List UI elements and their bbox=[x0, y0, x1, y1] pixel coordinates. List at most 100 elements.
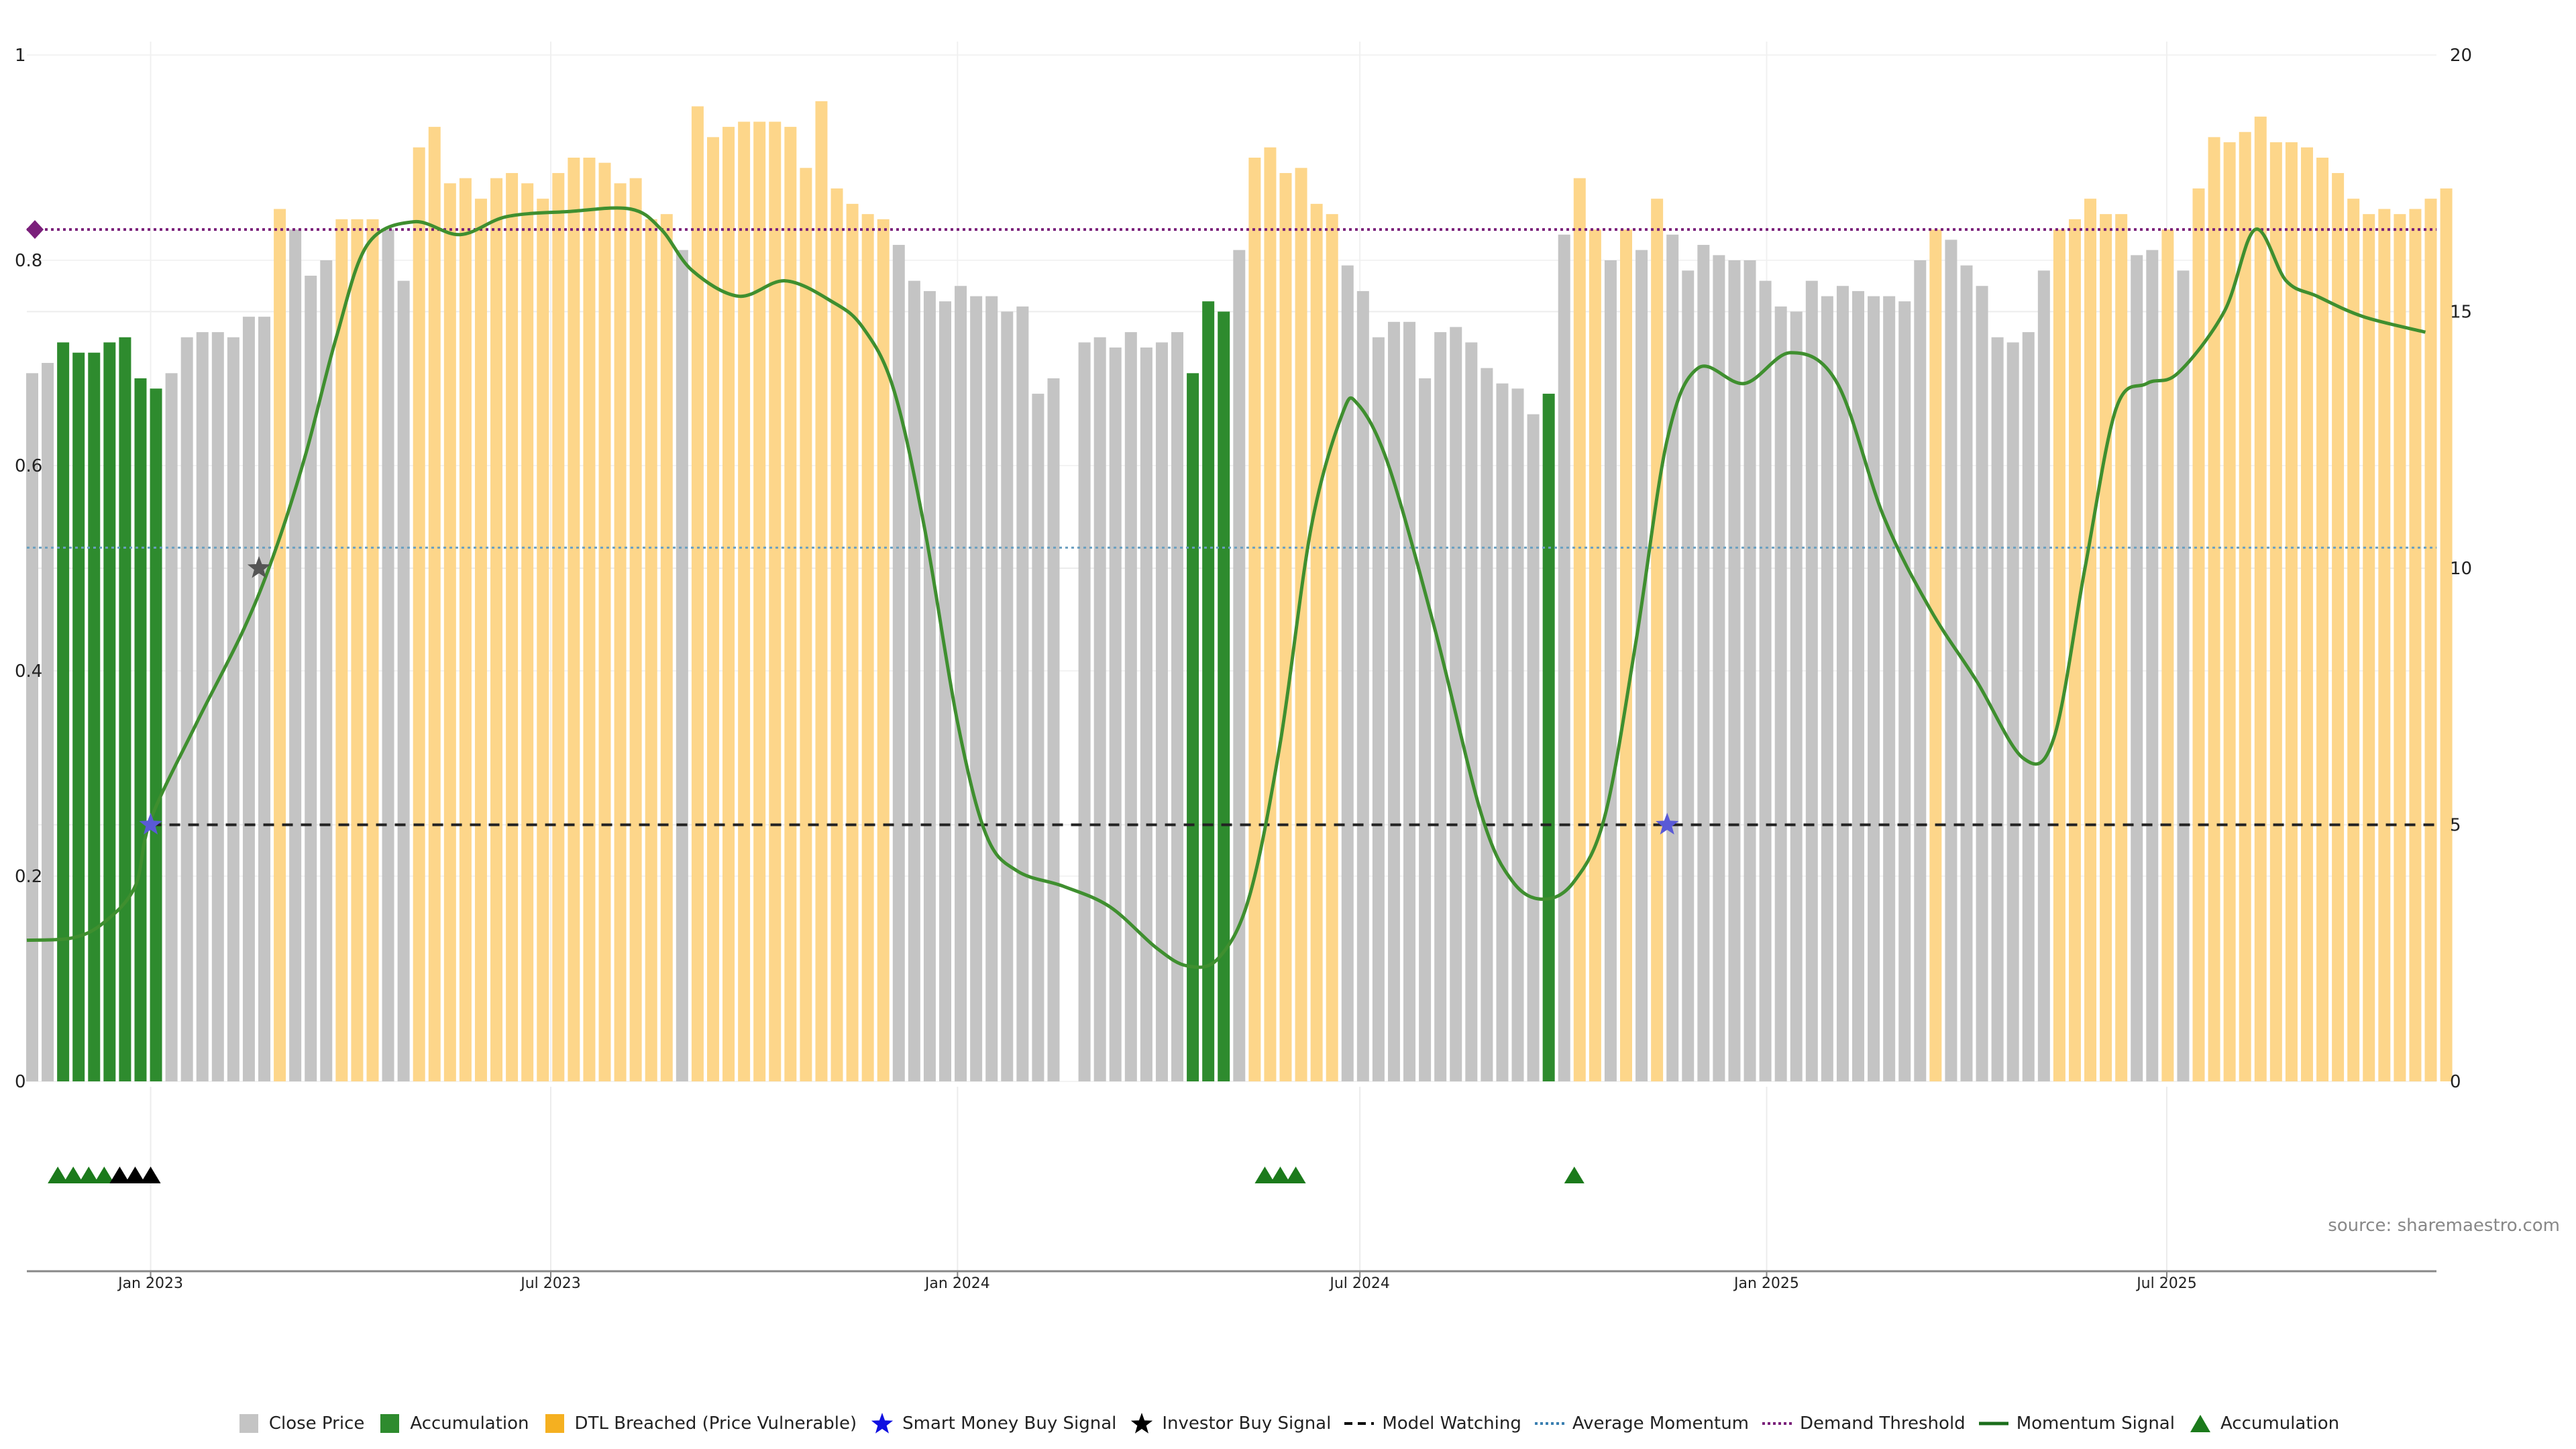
chart-legend: Close Price Accumulation DTL Breached (Pri… bbox=[0, 1411, 2576, 1436]
price-bar-dtl bbox=[830, 188, 843, 1081]
dotted-purple-line-icon bbox=[1762, 1422, 1792, 1425]
price-bar-dtl bbox=[335, 219, 348, 1081]
price-bar-dtl bbox=[506, 172, 519, 1082]
price-bar-close bbox=[1697, 245, 1710, 1081]
price-bar-dtl bbox=[490, 178, 503, 1082]
price-bar-dtl bbox=[2161, 229, 2174, 1082]
price-bar-close bbox=[1511, 388, 1524, 1081]
price-bar-dtl bbox=[1310, 203, 1323, 1082]
price-bar-dtl bbox=[443, 183, 456, 1081]
price-bar-dtl bbox=[753, 121, 766, 1082]
price-bar-close bbox=[1898, 301, 1911, 1082]
price-bar-close bbox=[939, 301, 952, 1082]
price-bar-close bbox=[382, 229, 394, 1082]
price-bar-dtl bbox=[2053, 229, 2065, 1082]
price-bar-dtl bbox=[645, 219, 657, 1081]
price-bar-close bbox=[1403, 321, 1416, 1081]
price-bar-close bbox=[1109, 347, 1122, 1081]
price-bar-close bbox=[1465, 342, 1478, 1081]
price-bar-dtl bbox=[706, 137, 719, 1081]
price-bar-dtl bbox=[2084, 199, 2097, 1082]
momentum-signal-line bbox=[26, 206, 2426, 969]
price-bar-dtl bbox=[1326, 214, 1338, 1081]
price-bar-accumulation bbox=[1202, 301, 1215, 1082]
price-bar-dtl bbox=[428, 127, 441, 1082]
price-bar-dtl bbox=[2192, 188, 2205, 1081]
left-axis-tick-label: 0.6 bbox=[15, 456, 42, 476]
left-axis-tick-label: 0.8 bbox=[15, 251, 42, 271]
right-axis-tick-label: 15 bbox=[2450, 303, 2472, 323]
price-bar-dtl bbox=[351, 219, 364, 1081]
price-bar-dtl bbox=[2115, 214, 2128, 1081]
price-bar-close bbox=[1960, 265, 1973, 1081]
accumulation-triangle-icon bbox=[140, 1167, 161, 1183]
price-bar-close bbox=[1341, 265, 1354, 1081]
legend-label: DTL Breached (Price Vulnerable) bbox=[574, 1413, 857, 1434]
right-axis-tick-label: 5 bbox=[2450, 816, 2461, 836]
price-bar-close bbox=[1032, 393, 1044, 1081]
price-bar-close bbox=[2006, 342, 2019, 1081]
price-bar-accumulation bbox=[72, 352, 85, 1082]
price-bar-dtl bbox=[2254, 116, 2267, 1081]
price-bar-dtl bbox=[274, 209, 286, 1081]
price-bar-accumulation bbox=[1187, 373, 1199, 1081]
accumulation-triangle-icon bbox=[1285, 1167, 1306, 1183]
price-bar-close bbox=[1450, 327, 1462, 1082]
price-bar-accumulation bbox=[1542, 393, 1555, 1081]
price-bar-dtl bbox=[800, 168, 812, 1081]
square-green-icon bbox=[380, 1414, 400, 1433]
price-bar-dtl bbox=[1589, 229, 1601, 1082]
legend-item: Close Price bbox=[237, 1411, 364, 1436]
price-bar-close bbox=[1976, 286, 1988, 1081]
price-bar-dtl bbox=[1248, 158, 1261, 1081]
price-bar-dtl bbox=[877, 219, 890, 1081]
price-bar-close bbox=[1155, 342, 1168, 1081]
price-bar-dtl bbox=[2285, 142, 2298, 1081]
price-bar-close bbox=[1790, 311, 1803, 1081]
legend-label: Smart Money Buy Signal bbox=[902, 1413, 1117, 1434]
price-bar-dtl bbox=[784, 127, 797, 1082]
price-bar-close bbox=[1434, 332, 1447, 1082]
price-bar-close bbox=[227, 337, 239, 1081]
price-bar-close bbox=[1356, 290, 1369, 1081]
price-bar-dtl bbox=[1573, 178, 1586, 1082]
price-bar-dtl bbox=[1279, 172, 1292, 1082]
price-bar-close bbox=[908, 280, 920, 1082]
smart-money-buy-star-icon bbox=[139, 812, 162, 835]
price-bar-dtl bbox=[459, 178, 472, 1082]
price-bar-dtl bbox=[2068, 219, 2081, 1081]
right-axis-tick-label: 10 bbox=[2450, 559, 2472, 579]
price-bar-dtl bbox=[815, 101, 828, 1082]
accumulation-triangle-icon bbox=[78, 1167, 99, 1183]
price-bar-close bbox=[1233, 250, 1246, 1082]
legend-label: Average Momentum bbox=[1572, 1413, 1750, 1434]
price-bar-dtl bbox=[861, 214, 874, 1081]
price-bars bbox=[26, 101, 2453, 1082]
price-bar-dtl bbox=[2332, 172, 2345, 1082]
price-bar-close bbox=[305, 275, 317, 1082]
price-bar-close bbox=[196, 332, 209, 1082]
price-bar-dtl bbox=[366, 219, 379, 1081]
legend-label: Model Watching bbox=[1382, 1413, 1521, 1434]
price-bar-dtl bbox=[568, 158, 580, 1081]
price-bar-close bbox=[1914, 260, 1927, 1081]
legend-label: Demand Threshold bbox=[1800, 1413, 1966, 1434]
demand-threshold-diamond-icon bbox=[26, 220, 44, 239]
triangle-green-icon bbox=[2190, 1415, 2210, 1432]
price-bar-dtl bbox=[2208, 137, 2220, 1081]
price-bar-close bbox=[42, 363, 54, 1081]
price-bar-dtl bbox=[1651, 199, 1664, 1082]
price-bar-close bbox=[1124, 332, 1137, 1082]
price-bar-close bbox=[1140, 347, 1152, 1081]
accumulation-triangle-icon bbox=[48, 1167, 68, 1183]
price-bar-dtl bbox=[2300, 147, 2313, 1082]
price-bar-close bbox=[242, 317, 255, 1081]
star-black-icon bbox=[1131, 1413, 1153, 1434]
x-axis-tick-label: Jul 2024 bbox=[1328, 1275, 1390, 1292]
price-bar-dtl bbox=[2394, 214, 2406, 1081]
price-bar-dtl bbox=[2363, 214, 2375, 1081]
price-bar-dtl bbox=[413, 147, 425, 1082]
price-bar-accumulation bbox=[1218, 311, 1230, 1081]
price-bar-close bbox=[1387, 321, 1400, 1081]
price-bar-close bbox=[1171, 332, 1184, 1082]
